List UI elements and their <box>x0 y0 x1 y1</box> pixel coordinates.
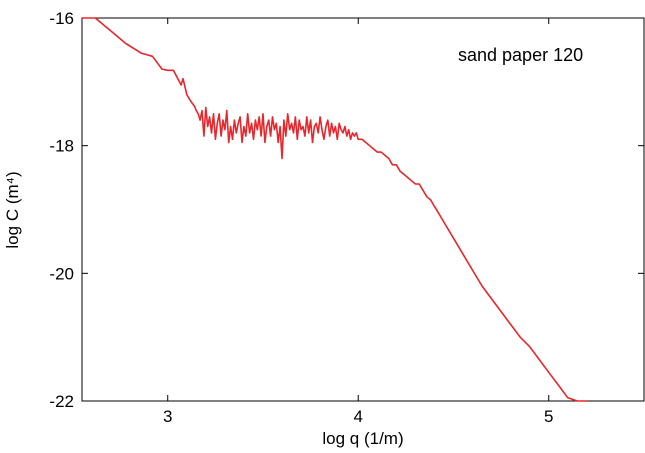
x-tick-label: 3 <box>163 407 172 426</box>
y-tick-label: -16 <box>49 9 74 28</box>
axis-ticks <box>82 17 644 402</box>
x-axis-label: log q (1/m) <box>322 429 403 448</box>
tick-labels: 3 4 5 -16 -18 -20 -22 <box>49 9 553 426</box>
y-tick-label: -20 <box>49 264 74 283</box>
y-axis-label: log C (m⁴) <box>3 171 22 248</box>
series-line <box>82 17 587 402</box>
y-tick-label: -18 <box>49 137 74 156</box>
plot-frame <box>81 17 645 402</box>
y-tick-label: -22 <box>49 392 74 411</box>
x-tick-label: 4 <box>354 407 363 426</box>
annotation-label: sand paper 120 <box>458 45 583 65</box>
x-tick-label: 5 <box>544 407 553 426</box>
